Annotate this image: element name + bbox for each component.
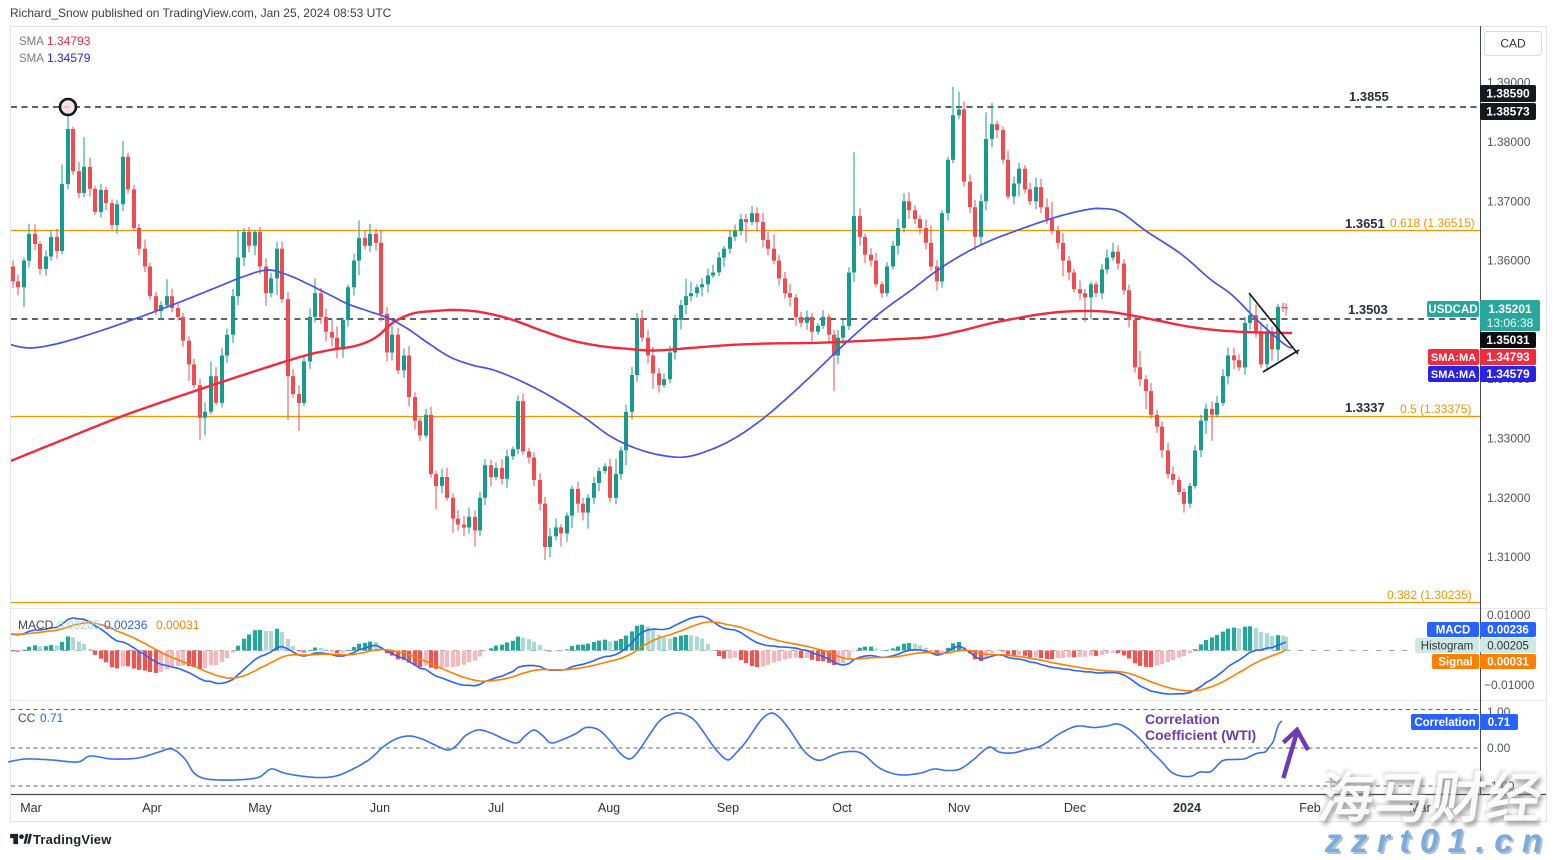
svg-text:0.00205: 0.00205 [57,618,101,632]
svg-text:Histogram: Histogram [1421,641,1473,653]
svg-text:1.34579: 1.34579 [1486,367,1530,381]
svg-text:May: May [248,801,272,815]
svg-text:Feb: Feb [1299,801,1321,815]
svg-text:SMA: SMA [19,53,44,65]
svg-text:1.3651: 1.3651 [1345,216,1385,231]
svg-text:SMA:MA: SMA:MA [1431,352,1476,364]
svg-text:MACD: MACD [18,618,54,632]
svg-text:0.00031: 0.00031 [1487,657,1529,669]
svg-text:Oct: Oct [832,801,852,815]
svg-text:Coefficient (WTI): Coefficient (WTI) [1145,727,1256,743]
svg-text:1.31000: 1.31000 [1487,550,1531,564]
svg-text:1.38000: 1.38000 [1487,135,1531,149]
svg-text:−0.01000: −0.01000 [1484,678,1535,692]
svg-text:Aug: Aug [598,801,620,815]
svg-text:1.34793: 1.34793 [47,34,91,48]
svg-text:SMA: SMA [19,36,44,48]
svg-text:0.00: 0.00 [1487,741,1511,755]
svg-text:Nov: Nov [948,801,971,815]
svg-text:Jun: Jun [370,801,390,815]
svg-text:SMA:MA: SMA:MA [1431,369,1476,381]
svg-text:Mar: Mar [20,801,42,815]
svg-text:1.3337: 1.3337 [1345,400,1385,415]
svg-text:0.71: 0.71 [1488,717,1511,729]
svg-text:0.382 (1.30235): 0.382 (1.30235) [1387,588,1472,602]
svg-text:1.34579: 1.34579 [47,51,91,65]
svg-text:1.32000: 1.32000 [1487,491,1531,505]
svg-text:Sep: Sep [717,801,739,815]
svg-text:Correlation: Correlation [1414,717,1475,729]
svg-text:Jul: Jul [488,801,504,815]
svg-text:CC: CC [18,711,36,725]
svg-text:1.35201: 1.35201 [1488,302,1532,316]
svg-text:Signal: Signal [1438,657,1473,669]
svg-text:0.5 (1.33375): 0.5 (1.33375) [1400,402,1471,416]
svg-text:Correlation: Correlation [1145,711,1220,727]
svg-text:1.36000: 1.36000 [1487,254,1531,268]
svg-text:Apr: Apr [142,801,161,815]
svg-text:CAD: CAD [1500,37,1526,51]
svg-text:0.71: 0.71 [40,711,64,725]
svg-text:2024: 2024 [1173,801,1201,815]
svg-text:USDCAD: USDCAD [1428,304,1477,316]
svg-text:1.35031: 1.35031 [1486,333,1530,347]
svg-text:1.33000: 1.33000 [1487,432,1531,446]
svg-text:Dec: Dec [1064,801,1086,815]
svg-text:1.38573: 1.38573 [1486,105,1530,119]
svg-text:MACD: MACD [1436,625,1471,637]
svg-text:Mar: Mar [1409,801,1431,815]
svg-text:13:06:38: 13:06:38 [1487,316,1534,330]
svg-text:0.00205: 0.00205 [1487,641,1529,653]
svg-text:0.00236: 0.00236 [1487,625,1529,637]
svg-text:0.00031: 0.00031 [156,618,200,632]
svg-text:1.3855: 1.3855 [1349,89,1389,104]
svg-text:−1.00: −1.00 [1484,779,1515,793]
svg-text:0.01000: 0.01000 [1487,608,1531,622]
svg-text:1.38590: 1.38590 [1486,87,1530,101]
svg-text:0.00236: 0.00236 [104,618,148,632]
svg-text:1.34793: 1.34793 [1486,350,1530,364]
svg-text:0.618 (1.36515): 0.618 (1.36515) [1390,216,1475,230]
svg-text:1.3503: 1.3503 [1348,302,1388,317]
svg-text:1.37000: 1.37000 [1487,194,1531,208]
